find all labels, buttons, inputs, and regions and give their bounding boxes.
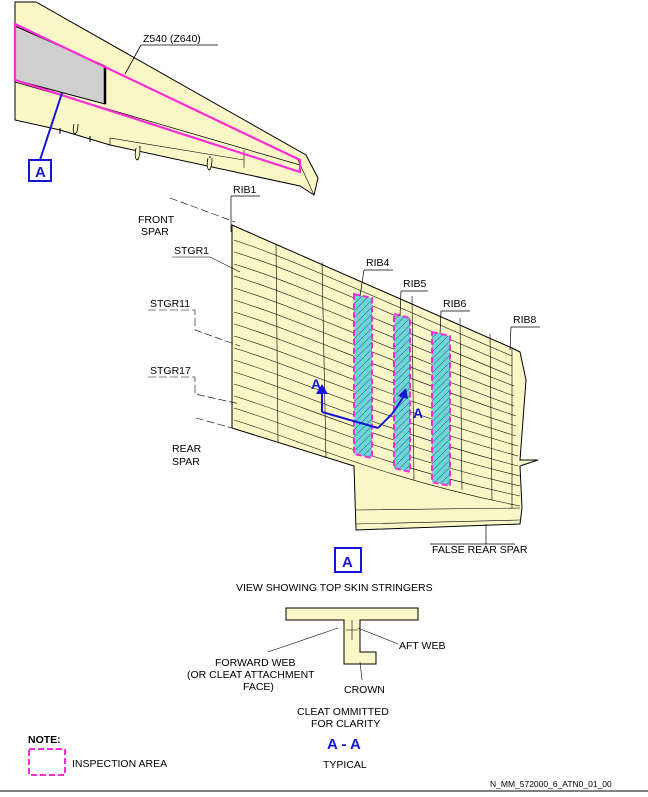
section-cut-marker — [321, 392, 405, 429]
section-arrow-right-icon — [398, 388, 408, 399]
rib6-label: RIB6 — [443, 298, 467, 310]
rear-spar-label-line2: SPAR — [172, 456, 200, 468]
inspection-area-rib6 — [431, 330, 451, 488]
crown-label: CROWN — [344, 684, 385, 696]
section-a-a: AFT WEB FORWARD WEB (OR CLEAT ATTACHMENT… — [187, 607, 445, 771]
rib1-label: RIB1 — [233, 184, 257, 196]
stgr1-label: STGR1 — [174, 245, 209, 257]
view-a-caption: A VIEW SHOWING TOP SKIN STRINGERS — [236, 547, 433, 594]
false-rear-spar-label: FALSE REAR SPAR — [432, 544, 528, 556]
detail-labels: RIB1 FRONT SPAR STGR1 STGR11 STGR17 REAR… — [138, 184, 540, 556]
rib5-label: RIB5 — [403, 278, 427, 290]
cleat-note-line1: CLEAT OMMITTED — [297, 706, 389, 718]
section-arrow-left-icon — [316, 384, 328, 394]
section-mark-left: A — [311, 376, 321, 392]
front-spar-label-line2: SPAR — [141, 226, 169, 238]
section-mark-right: A — [413, 405, 423, 421]
zone-callout: Z540 (Z640) — [124, 33, 218, 75]
top-skin-panel — [231, 224, 539, 531]
zone-outline — [13, 22, 302, 174]
view-ref-top-letter: A — [35, 164, 46, 181]
forward-web-label-line3: FACE) — [243, 681, 274, 693]
section-a-a-subtitle: TYPICAL — [323, 759, 367, 771]
cleat-note-line2: FOR CLARITY — [311, 718, 380, 730]
reference-code: N_MM_572000_6_ATN0_01_00 — [490, 779, 612, 789]
forward-web-label-line2: (OR CLEAT ATTACHMENT — [187, 669, 315, 681]
front-spar-label-line1: FRONT — [138, 214, 175, 226]
note-title: NOTE: — [28, 734, 61, 746]
view-ref-top: A — [28, 92, 63, 182]
note-legend: NOTE: INSPECTION AREA — [28, 734, 167, 776]
view-a-caption-text: VIEW SHOWING TOP SKIN STRINGERS — [236, 582, 433, 594]
aft-web-label: AFT WEB — [399, 640, 445, 652]
inspection-area-legend-swatch — [28, 748, 66, 776]
inspection-area-rib4 — [353, 292, 373, 460]
rib4-label: RIB4 — [366, 257, 390, 269]
section-a-a-title: A - A — [327, 736, 361, 753]
inspection-area-legend-label: INSPECTION AREA — [72, 758, 167, 770]
forward-web-label-line1: FORWARD WEB — [215, 657, 296, 669]
view-a-letter: A — [342, 554, 353, 571]
stgr17-label: STGR17 — [150, 365, 191, 377]
stgr11-label: STGR11 — [150, 298, 190, 310]
zone-label: Z540 (Z640) — [143, 33, 201, 45]
rib8-label: RIB8 — [513, 314, 537, 326]
rear-spar-label-line1: REAR — [172, 443, 202, 455]
